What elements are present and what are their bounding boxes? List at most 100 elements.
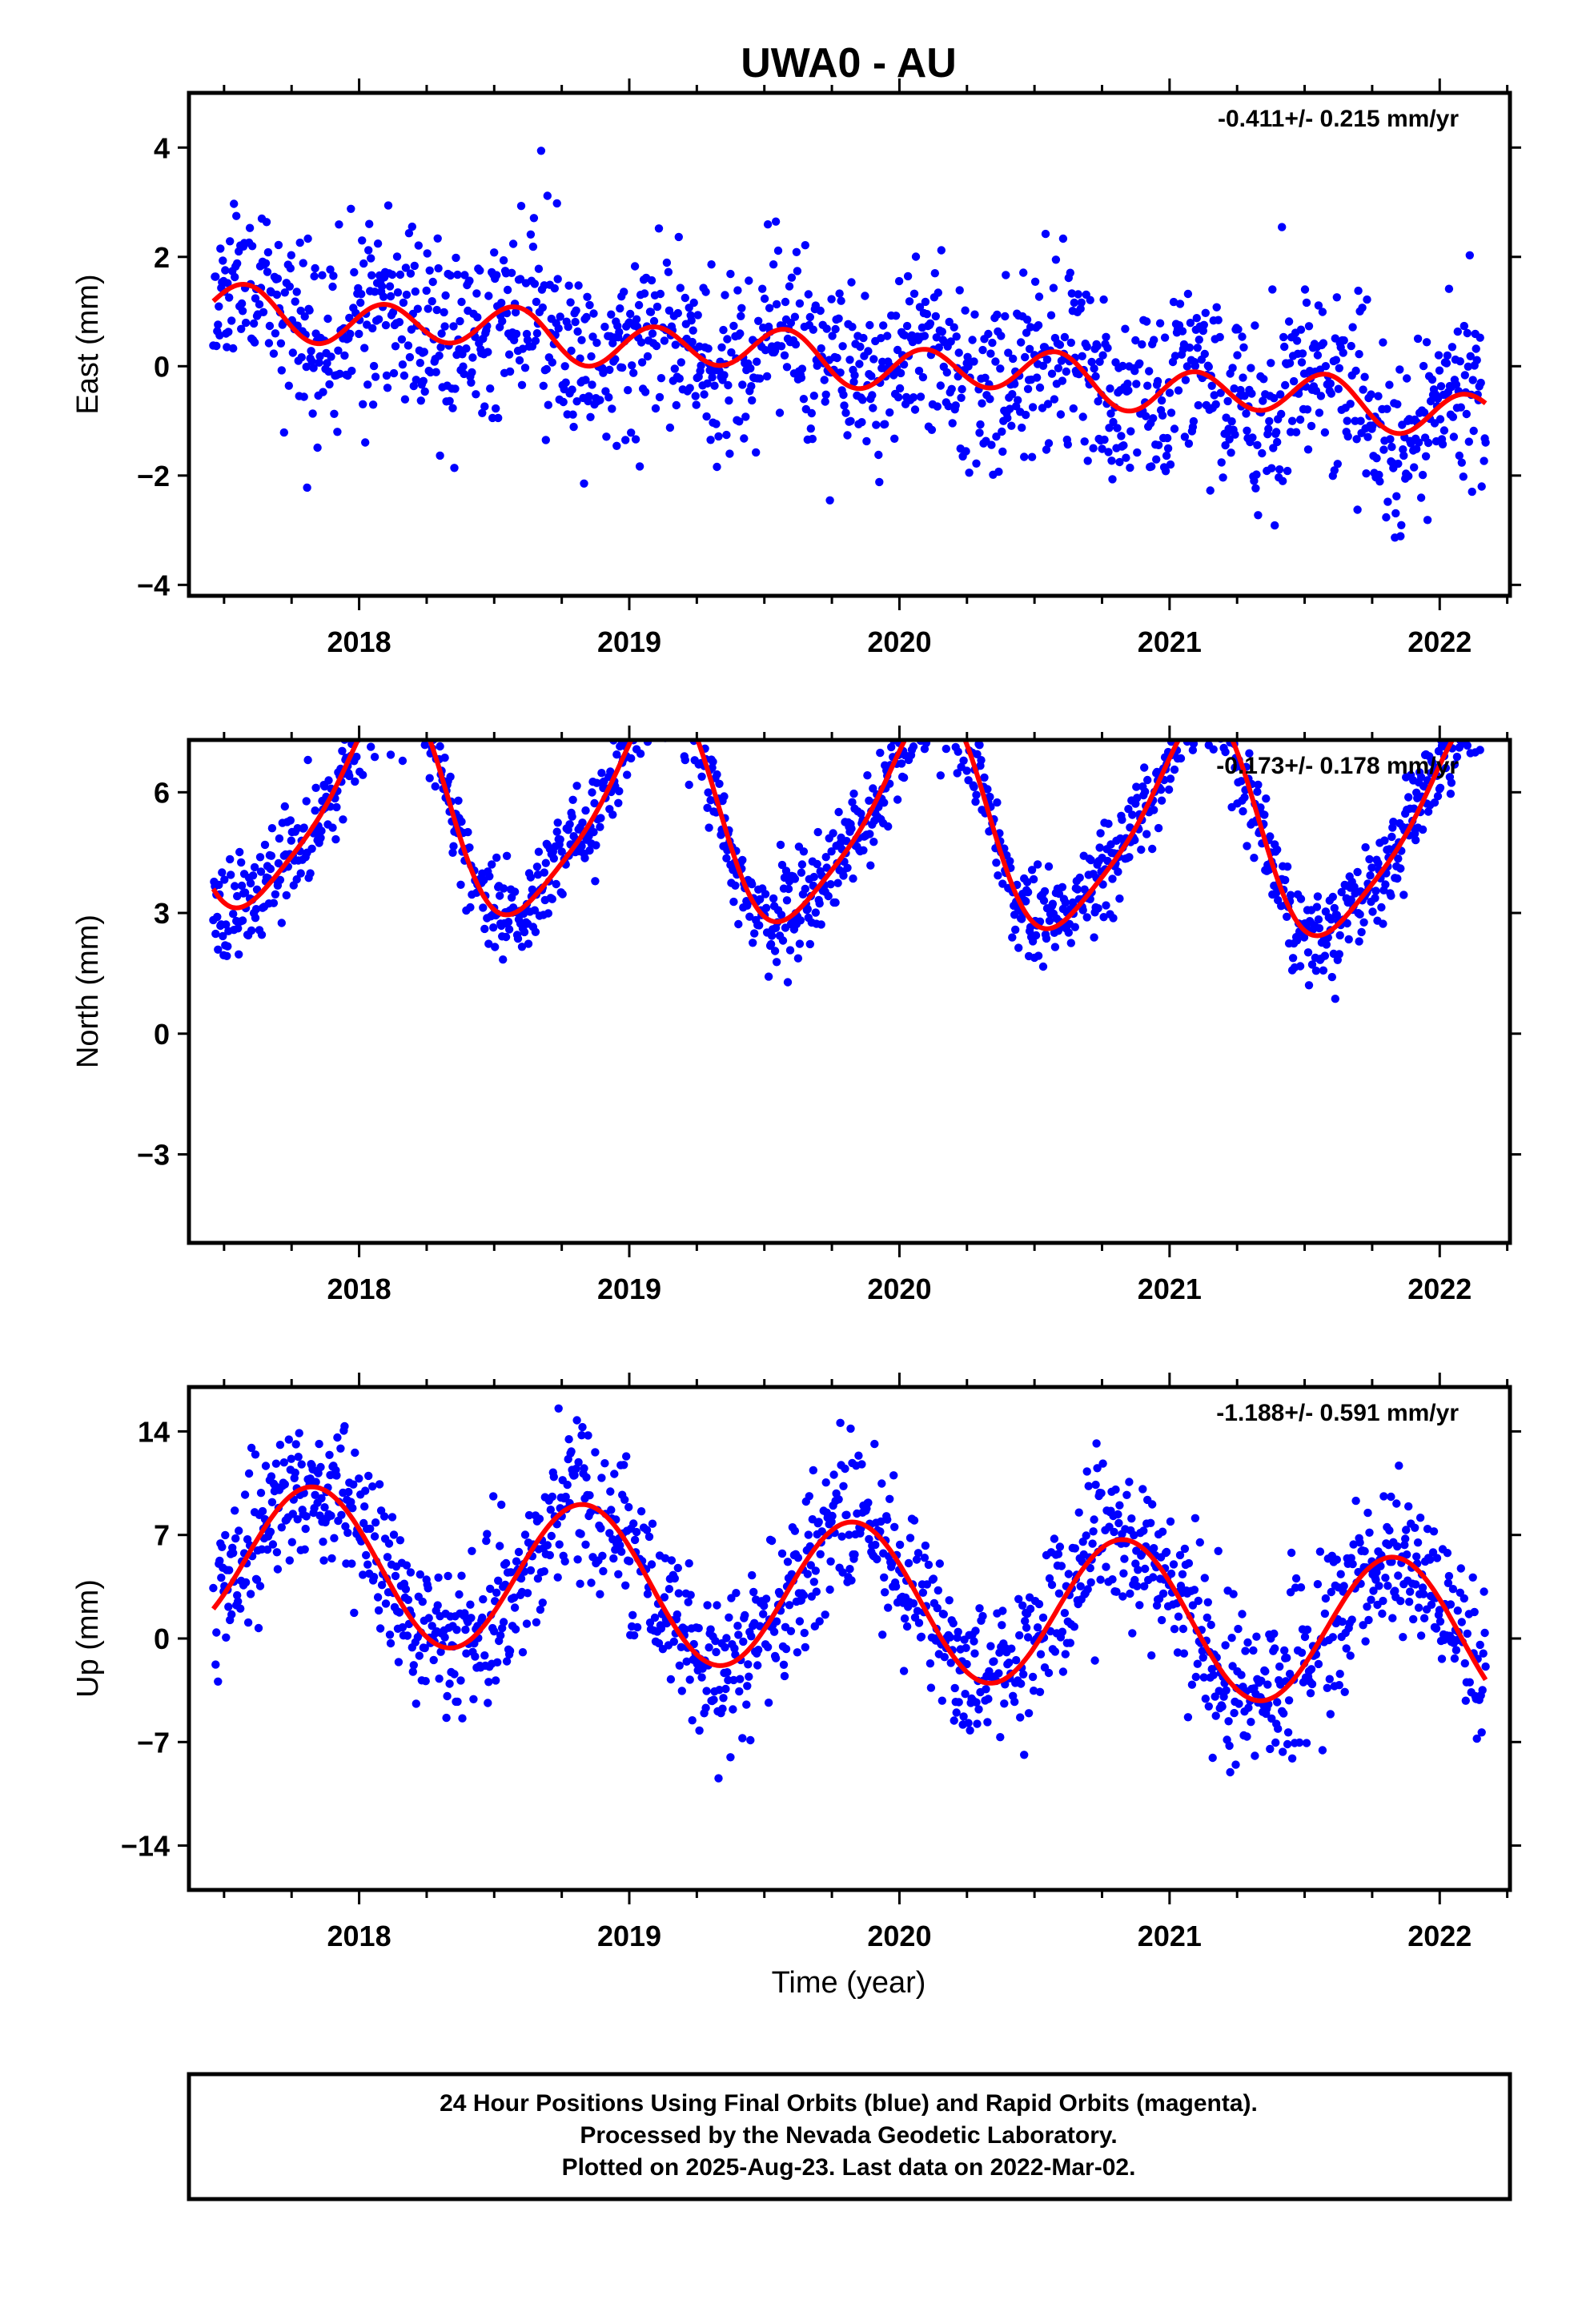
data-point: [223, 279, 232, 287]
data-point: [1039, 896, 1049, 905]
data-point: [536, 1605, 545, 1614]
data-point: [334, 346, 343, 355]
data-point: [370, 753, 379, 762]
data-point: [347, 204, 355, 213]
data-point: [1240, 793, 1249, 802]
data-point: [609, 1554, 618, 1563]
data-point: [329, 726, 337, 734]
y-tick-label: 4: [154, 131, 170, 164]
data-point: [616, 304, 624, 313]
data-point: [1399, 891, 1408, 899]
data-point: [273, 1565, 283, 1574]
data-point: [256, 1489, 266, 1498]
data-point: [705, 823, 713, 832]
data-point: [295, 238, 304, 247]
data-point: [532, 297, 541, 307]
data-point: [375, 682, 383, 690]
data-point: [252, 1575, 262, 1585]
data-point: [436, 1647, 445, 1656]
data-point: [962, 1659, 971, 1669]
y-tick-label: 3: [154, 897, 170, 930]
data-point: [1078, 1538, 1087, 1546]
data-point: [432, 305, 441, 315]
data-point: [1183, 289, 1193, 299]
data-point: [1014, 396, 1022, 404]
data-point: [1228, 726, 1236, 734]
data-point: [385, 722, 393, 730]
data-point: [955, 721, 963, 729]
data-point: [1075, 873, 1084, 883]
data-point: [620, 1461, 628, 1470]
data-point: [1051, 255, 1061, 264]
data-point: [642, 706, 650, 714]
data-point: [596, 822, 604, 831]
data-point: [909, 1516, 919, 1525]
data-point: [356, 705, 364, 713]
data-point: [552, 199, 561, 208]
data-point: [275, 875, 285, 885]
data-point: [1028, 403, 1038, 412]
data-point: [627, 754, 636, 763]
data-point: [839, 390, 848, 400]
data-point: [1162, 433, 1172, 443]
north-frame: [187, 738, 1512, 1245]
data-point: [930, 269, 940, 278]
data-point: [612, 750, 621, 759]
data-point: [896, 368, 905, 378]
data-point: [1375, 470, 1383, 480]
data-point: [437, 329, 446, 338]
data-point: [467, 378, 476, 387]
data-point: [420, 387, 429, 396]
data-point: [402, 698, 410, 706]
data-point: [927, 425, 937, 434]
data-point: [621, 1581, 630, 1590]
data-point: [1283, 466, 1292, 476]
data-point: [292, 875, 301, 884]
data-point: [986, 792, 994, 802]
data-point: [548, 358, 556, 367]
data-point: [453, 1697, 462, 1707]
data-point: [568, 385, 576, 394]
data-point: [222, 920, 231, 929]
data-point: [1047, 1580, 1057, 1590]
data-point: [684, 696, 692, 704]
data-point: [842, 1510, 851, 1519]
data-point: [1022, 878, 1032, 887]
data-point: [891, 312, 901, 320]
data-point: [532, 862, 542, 871]
data-point: [596, 396, 604, 404]
data-point: [1012, 1655, 1021, 1665]
data-point: [490, 1626, 499, 1636]
data-point: [1174, 717, 1182, 725]
data-point: [1427, 375, 1437, 384]
data-point: [945, 722, 953, 730]
data-point: [492, 404, 500, 413]
data-point: [393, 714, 401, 722]
data-point: [909, 289, 919, 298]
data-point: [434, 1573, 443, 1582]
data-point: [1452, 727, 1460, 735]
data-point: [833, 879, 842, 887]
data-point: [849, 789, 858, 798]
data-point: [1247, 364, 1255, 372]
data-point: [412, 376, 420, 384]
data-point: [1119, 441, 1128, 450]
data-point: [598, 1551, 607, 1561]
data-point: [371, 1518, 380, 1527]
data-point: [1353, 505, 1362, 514]
data-point: [1038, 1613, 1048, 1622]
data-point: [532, 1618, 541, 1627]
data-point: [1086, 855, 1095, 865]
data-point: [663, 677, 671, 686]
data-point: [1014, 943, 1023, 952]
data-point: [1198, 699, 1206, 707]
data-point: [473, 313, 482, 322]
data-point: [1335, 1681, 1344, 1690]
data-point: [315, 352, 324, 361]
data-point: [656, 374, 666, 383]
data-point: [1320, 428, 1330, 437]
data-point: [1267, 359, 1275, 368]
data-point: [761, 1594, 771, 1603]
data-point: [492, 1676, 500, 1685]
data-point: [723, 1668, 732, 1677]
